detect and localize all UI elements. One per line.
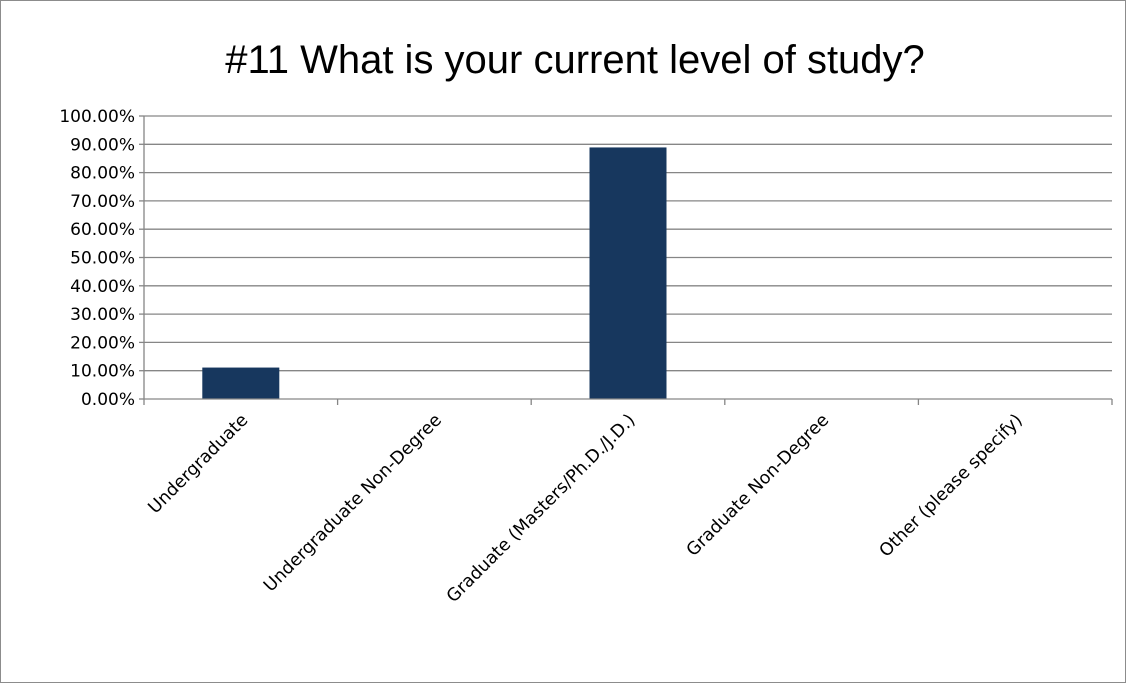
y-tick-label: 50.00% bbox=[70, 249, 135, 269]
x-category-label: Graduate Non-Degree bbox=[683, 410, 833, 560]
x-category-label: Undergraduate Non-Degree bbox=[260, 410, 446, 596]
y-tick-labels: 0.00% 10.00% 20.00% 30.00% 40.00% 50.00% 60.00… bbox=[59, 107, 135, 410]
bar bbox=[202, 367, 280, 399]
y-tick-label: 90.00% bbox=[70, 135, 135, 155]
y-tick-label: 60.00% bbox=[70, 220, 135, 240]
y-tick-label: 10.00% bbox=[70, 362, 135, 382]
chart-title: #11 What is your current level of study? bbox=[225, 38, 925, 82]
x-category-label: Graduate (Masters/Ph.D./J.D.) bbox=[443, 410, 640, 607]
axes bbox=[139, 115, 1113, 405]
y-tick-label: 30.00% bbox=[70, 305, 135, 325]
bar bbox=[589, 147, 667, 399]
x-category-label: Undergraduate bbox=[145, 410, 253, 518]
x-category-label: Other (please specify) bbox=[876, 410, 1027, 561]
y-tick-label: 100.00% bbox=[59, 107, 135, 127]
y-tick-label: 40.00% bbox=[70, 277, 135, 297]
y-tick-label: 20.00% bbox=[70, 333, 135, 353]
y-tick-label: 0.00% bbox=[81, 390, 135, 410]
y-tick-label: 80.00% bbox=[70, 164, 135, 184]
x-category-labels: Undergraduate Undergraduate Non-DegreeGra… bbox=[145, 410, 1027, 607]
bars bbox=[202, 147, 667, 399]
y-tick-label: 70.00% bbox=[70, 192, 135, 212]
